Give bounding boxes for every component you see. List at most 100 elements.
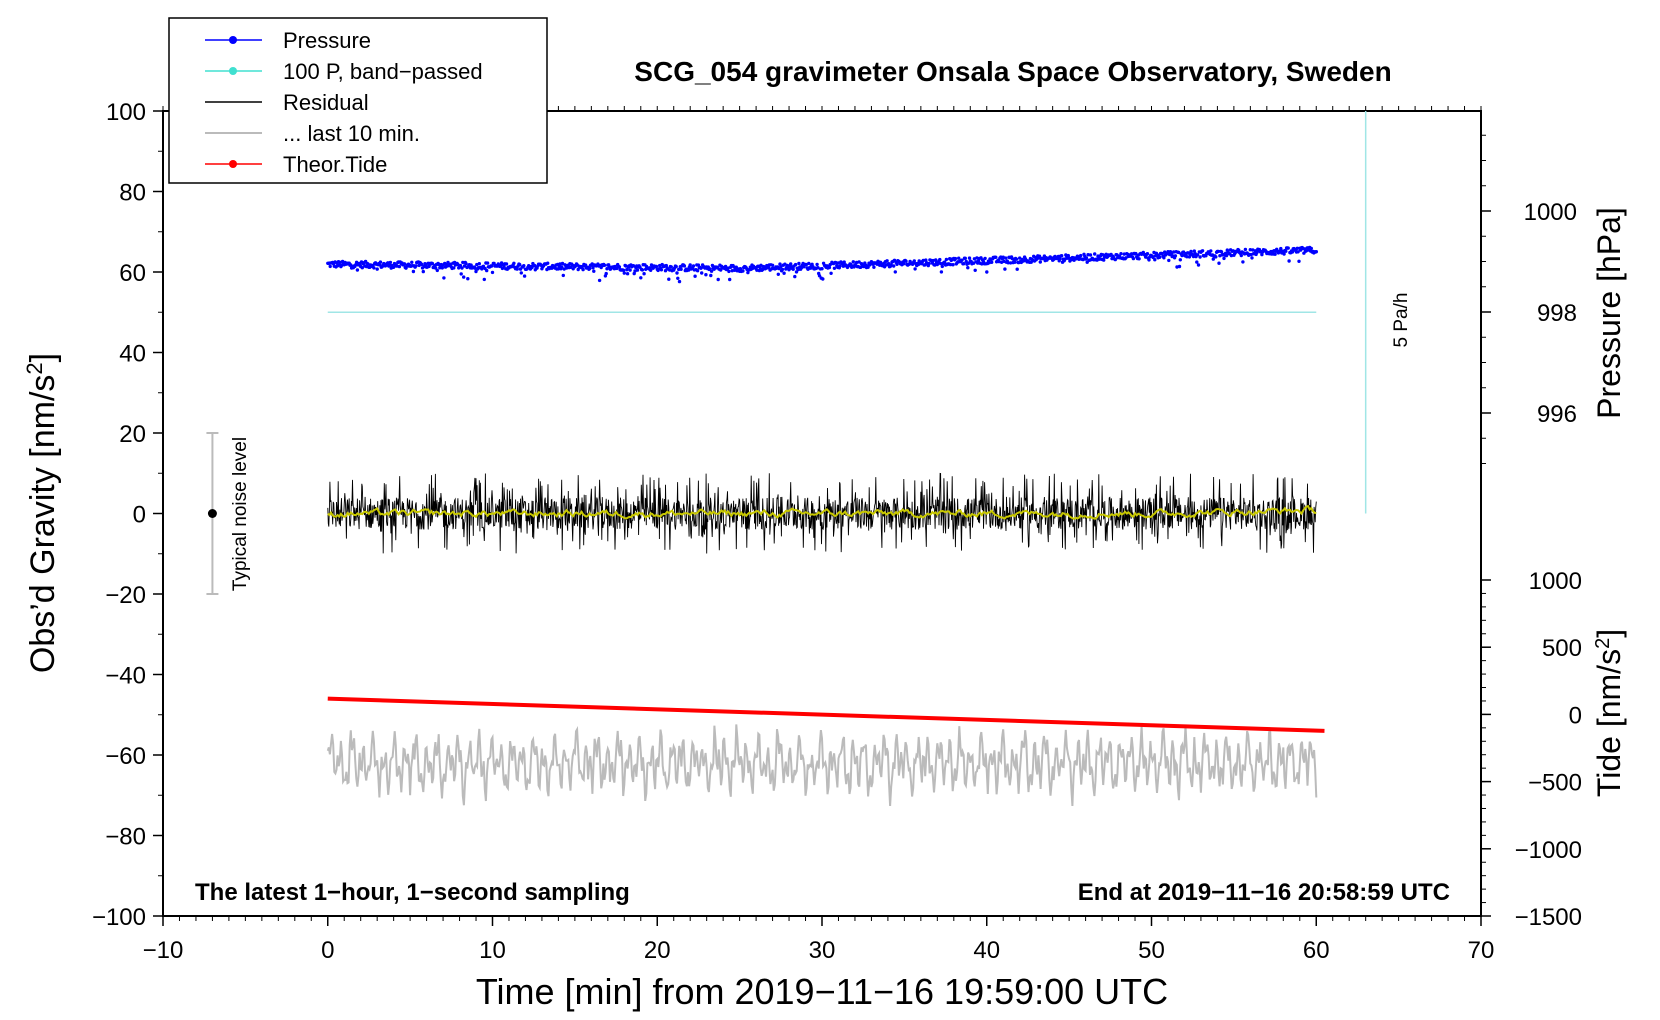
pressure-point (420, 262, 424, 267)
pressure-point (983, 256, 987, 261)
pressure-point (1279, 246, 1283, 251)
y-tick-label: −60 (105, 743, 146, 770)
pressure-point (490, 270, 495, 275)
pressure-point (964, 259, 968, 264)
legend-label: Pressure (283, 28, 371, 53)
legend-label: 100 P, band−passed (283, 59, 483, 84)
pressure-point (675, 271, 679, 275)
pressure-point (372, 266, 376, 270)
pressure-point (477, 262, 481, 266)
pressure-point (1181, 250, 1186, 254)
pressure-point (1162, 256, 1166, 260)
pressure-point (829, 271, 833, 275)
pressure-point (464, 262, 468, 266)
pressure-point (1229, 253, 1234, 258)
pressure-point (728, 277, 732, 282)
pressure-point (924, 258, 928, 262)
pressure-point (485, 268, 489, 273)
pressure-point (546, 261, 550, 265)
pressure-point (1122, 252, 1127, 256)
pressure-point (939, 270, 944, 274)
pressure-point (973, 268, 977, 272)
pressure-point (1166, 250, 1170, 254)
pressure-point (490, 264, 494, 268)
pressure-point (827, 265, 832, 270)
pressure-point (1003, 267, 1007, 271)
scale-bar-label: 5 Pa/h (1391, 293, 1412, 348)
pressure-point (1309, 246, 1314, 251)
pressure-point (695, 269, 700, 273)
pressure-point (938, 257, 942, 262)
pressure-point (435, 268, 439, 273)
pressure-point (659, 268, 664, 272)
series-layer (206, 111, 1367, 807)
pressure-point (1250, 256, 1254, 260)
pressure-point (727, 269, 731, 274)
pressure-point (1147, 258, 1151, 262)
pressure-point (440, 266, 444, 270)
legend-label: ... last 10 min. (283, 121, 420, 146)
pressure-point (796, 267, 800, 272)
x-tick-label: 10 (479, 937, 506, 964)
pressure-point (821, 277, 825, 281)
residual-series (327, 472, 1317, 554)
pressure-point (677, 279, 682, 284)
pressure-point (927, 261, 931, 266)
pressure-point (677, 267, 681, 272)
pressure-point (602, 263, 607, 267)
pressure-point (934, 258, 938, 262)
pressure-point (1180, 253, 1184, 258)
x-axis-label: Time [min] from 2019−11−16 19:59:00 UTC (476, 971, 1168, 1012)
pressure-point (1119, 252, 1123, 256)
pressure-point (1241, 260, 1245, 264)
pressure-point (857, 260, 861, 264)
pressure-point (1173, 254, 1178, 258)
pressure-point (355, 268, 360, 272)
pressure-point (901, 262, 906, 266)
pressure-point (709, 269, 714, 273)
pressure-point (378, 260, 383, 264)
x-tick-label: 30 (809, 937, 836, 964)
pressure-point (460, 266, 464, 270)
pressure-point (693, 274, 697, 278)
pressure-point (892, 264, 896, 268)
pressure-point (1177, 264, 1182, 269)
pressure-point (1282, 252, 1286, 256)
pressure-point (388, 260, 393, 265)
pressure-point (482, 277, 486, 282)
pressure-point (583, 263, 588, 267)
pressure-point (741, 269, 745, 273)
pressure-point (375, 267, 379, 271)
pressure-point (625, 268, 629, 272)
pressure-point (427, 264, 431, 269)
pressure-point (885, 259, 889, 263)
tide-tick-label: −1500 (1515, 904, 1582, 931)
pressure-point (621, 268, 626, 272)
y-tick-label: 60 (119, 260, 146, 287)
noise-bar-center (207, 509, 217, 518)
pressure-point (1037, 254, 1042, 258)
pressure-point (1060, 254, 1064, 258)
pressure-point (679, 267, 683, 271)
pressure-point (957, 256, 961, 260)
pressure-point (561, 273, 565, 278)
pressure-point (1102, 258, 1106, 262)
pressure-point (755, 268, 759, 272)
pressure-point (522, 274, 527, 278)
pressure-point (459, 272, 463, 276)
pressure-point (1172, 250, 1176, 254)
pressure-point (779, 265, 783, 269)
x-tick-label: 50 (1138, 937, 1165, 964)
y-axis-label-pressure: Pressure [hPa] (1591, 207, 1627, 419)
pressure-point (411, 269, 416, 274)
pressure-point (446, 260, 450, 265)
pressure-point (397, 264, 402, 269)
pressure-point (943, 260, 947, 264)
pressure-point (904, 259, 908, 263)
y-tick-label: −100 (92, 904, 146, 931)
pressure-point (893, 270, 897, 274)
pressure-point (625, 272, 630, 276)
pressure-point (967, 256, 972, 260)
pressure-point (1093, 252, 1097, 256)
